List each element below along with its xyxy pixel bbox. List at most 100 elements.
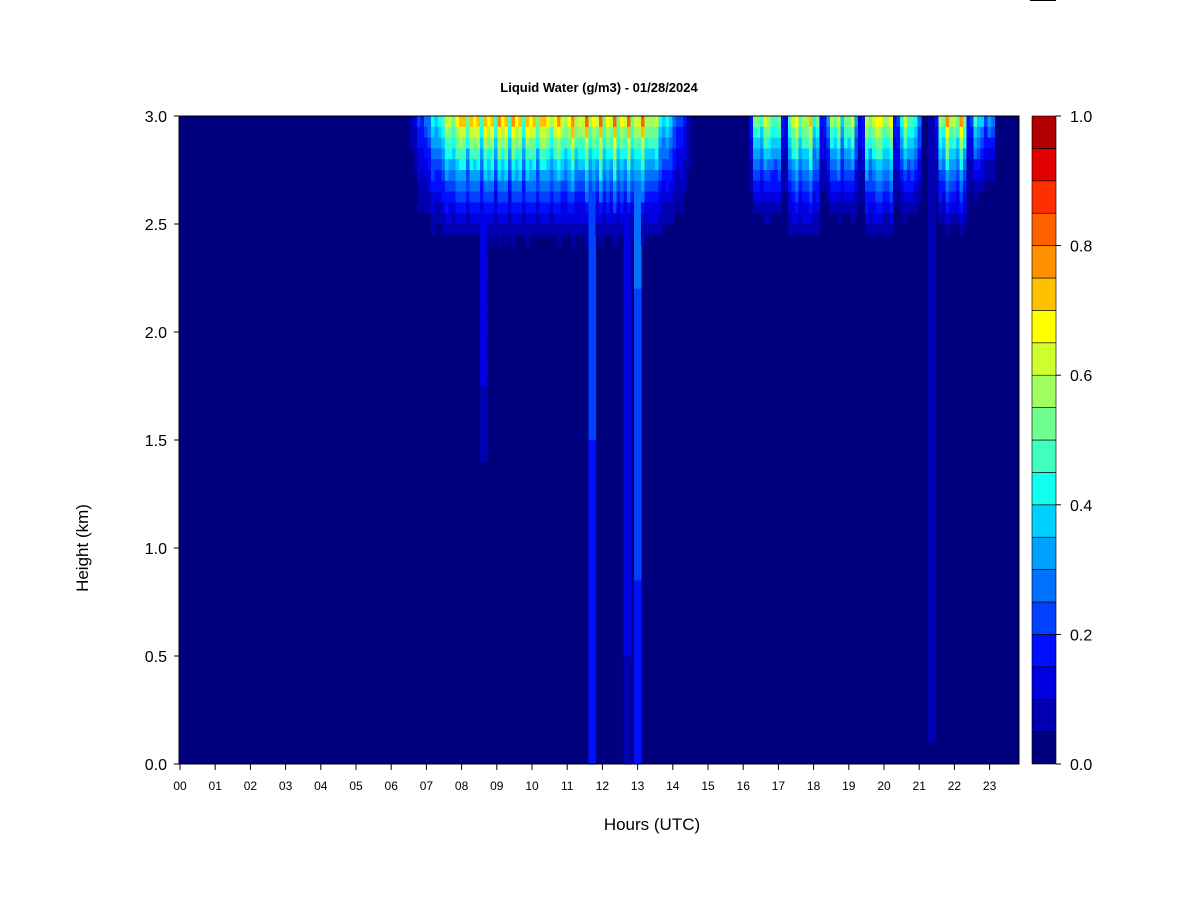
heatmap-cell (634, 213, 639, 225)
heatmap-cell (574, 213, 579, 225)
heatmap-cell (490, 224, 495, 236)
heatmap-cell (931, 504, 936, 517)
heatmap-cell (560, 213, 565, 225)
heatmap-cell (672, 137, 677, 149)
heatmap-cell (623, 720, 628, 733)
heatmap-cell (637, 148, 642, 160)
heatmap-cell (588, 116, 593, 128)
heatmap-cell (420, 180, 425, 193)
heatmap-cell (658, 137, 663, 149)
heatmap-cell (508, 126, 513, 139)
heatmap-cell (809, 191, 814, 203)
heatmap-cell (823, 148, 828, 160)
heatmap-cell (487, 137, 492, 149)
heatmap-cell (889, 202, 894, 214)
heatmap-cell (844, 148, 849, 160)
heatmap-cell (826, 191, 831, 203)
heatmap-cell (560, 180, 565, 193)
heatmap-cell (641, 159, 646, 171)
heatmap-cell (886, 213, 891, 225)
heatmap-cell (637, 418, 642, 430)
heatmap-cell (795, 180, 800, 193)
heatmap-cell (627, 137, 632, 149)
heatmap-cell (872, 116, 877, 128)
heatmap-cell (914, 148, 919, 160)
x-tick-label: 16 (737, 779, 751, 793)
heatmap-cell (928, 731, 933, 743)
heatmap-cell (630, 224, 635, 236)
heatmap-cell (935, 170, 940, 182)
heatmap-cell (942, 180, 947, 193)
heatmap-cell (550, 126, 555, 139)
heatmap-cell (637, 720, 642, 733)
heatmap-cell (844, 159, 849, 171)
heatmap-cell (805, 116, 810, 128)
heatmap-cell (959, 126, 964, 139)
heatmap-cell (931, 483, 936, 495)
heatmap-cell (588, 418, 593, 430)
heatmap-cell (476, 202, 481, 214)
heatmap-cell (637, 407, 642, 419)
heatmap-cell (928, 602, 933, 614)
heatmap-cell (592, 321, 597, 333)
heatmap-cell (459, 213, 464, 225)
heatmap-cell (606, 170, 611, 182)
heatmap-cell (609, 180, 614, 193)
heatmap-cell (938, 126, 943, 139)
heatmap-cell (522, 126, 527, 139)
heatmap-cell (546, 202, 551, 214)
heatmap-cell (861, 148, 866, 160)
heatmap-cell (858, 148, 863, 160)
heatmap-cell (462, 213, 467, 225)
heatmap-cell (529, 148, 534, 160)
heatmap-cell (571, 170, 576, 182)
heatmap-cell (637, 180, 642, 193)
heatmap-cell (928, 159, 933, 171)
heatmap-cell (585, 159, 590, 171)
heatmap-cell (529, 213, 534, 225)
x-tick-label: 00 (173, 779, 187, 793)
heatmap-cell (459, 170, 464, 182)
heatmap-cell (588, 710, 593, 722)
heatmap-cell (522, 148, 527, 160)
heatmap-cell (833, 202, 838, 214)
heatmap-cell (942, 202, 947, 214)
heatmap-cell (627, 364, 632, 376)
heatmap-cell (683, 180, 688, 193)
heatmap-cell (798, 202, 803, 214)
heatmap-cell (655, 213, 660, 225)
heatmap-cell (844, 116, 849, 128)
heatmap-cell (599, 234, 604, 247)
x-tick-label: 06 (385, 779, 399, 793)
heatmap-cell (963, 126, 968, 139)
heatmap-cell (770, 202, 775, 214)
heatmap-cell (420, 116, 425, 128)
heatmap-cell (854, 159, 859, 171)
heatmap-cell (749, 116, 754, 128)
heatmap-cell (571, 159, 576, 171)
heatmap-cell (623, 332, 628, 344)
heatmap-cell (847, 180, 852, 193)
heatmap-cell (466, 126, 471, 139)
heatmap-cell (875, 191, 880, 203)
heatmap-cell (553, 191, 558, 203)
heatmap-cell (865, 159, 870, 171)
heatmap-cell (805, 191, 810, 203)
heatmap-cell (830, 170, 835, 182)
heatmap-cell (886, 191, 891, 203)
heatmap-cell (791, 159, 796, 171)
heatmap-cell (623, 191, 628, 203)
heatmap-cell (977, 170, 982, 182)
heatmap-cell (844, 137, 849, 149)
heatmap-cell (550, 170, 555, 182)
heatmap-cell (627, 170, 632, 182)
heatmap-cell (844, 126, 849, 139)
heatmap-cell (931, 710, 936, 722)
heatmap-cell (543, 180, 548, 193)
heatmap-cell (592, 612, 597, 625)
heatmap-cell (585, 116, 590, 128)
heatmap-cell (588, 591, 593, 603)
heatmap-cell (585, 137, 590, 149)
heatmap-cell (441, 159, 446, 171)
heatmap-cell (767, 170, 772, 182)
